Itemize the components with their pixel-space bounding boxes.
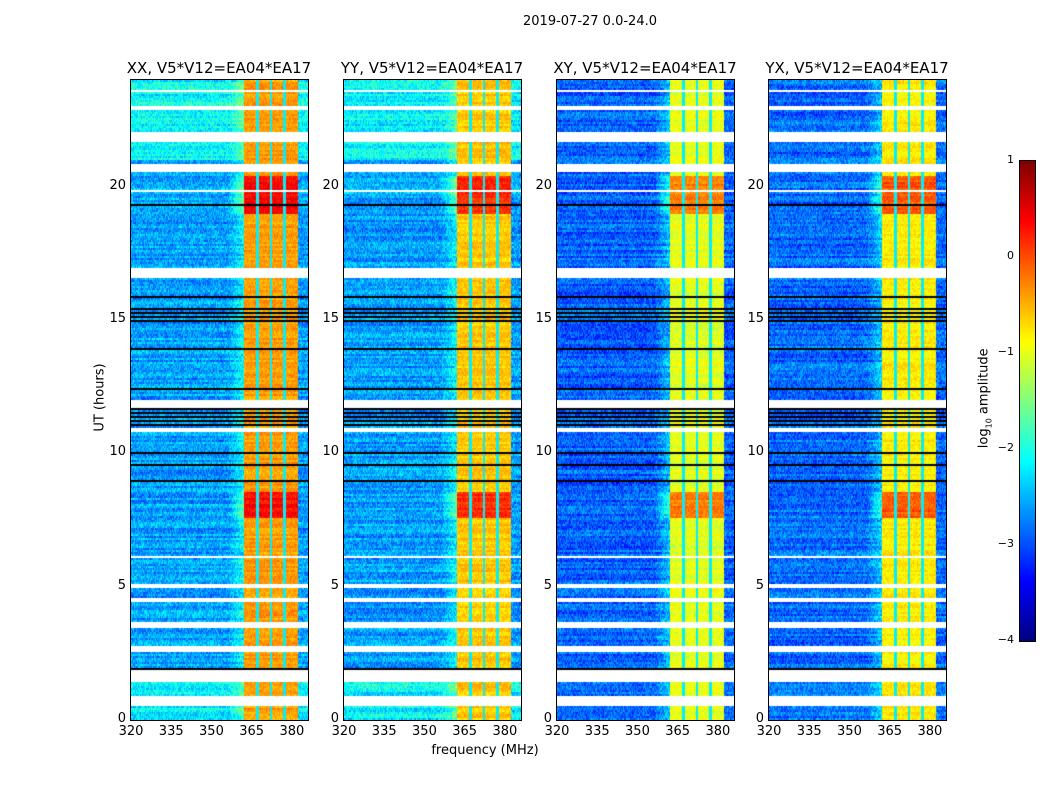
y-tick-label: 5 xyxy=(755,577,764,593)
heatmap-canvas xyxy=(557,80,734,720)
x-tick-label: 320 xyxy=(331,724,357,739)
y-tick-label: 20 xyxy=(747,177,764,193)
y-tick-label: 0 xyxy=(330,711,339,726)
y-tick-label: 5 xyxy=(543,577,552,593)
panel-title: XY, V5*V12=EA04*EA17 xyxy=(553,59,737,77)
x-tick-label: 380 xyxy=(279,724,305,739)
x-tick-label: 365 xyxy=(452,724,478,739)
x-tick-label: 335 xyxy=(371,724,397,739)
x-tick-label: 350 xyxy=(412,724,437,739)
y-tick-label: 20 xyxy=(109,177,126,193)
x-tick-label: 350 xyxy=(625,724,650,739)
x-tick-label: 335 xyxy=(158,724,184,739)
panel-title: YX, V5*V12=EA04*EA17 xyxy=(765,59,949,77)
colorbar-tick-label: −2 xyxy=(997,441,1014,454)
x-tick-label: 365 xyxy=(665,724,691,739)
waterfall-panel-1 xyxy=(130,79,309,721)
y-tick-label: 10 xyxy=(109,444,126,460)
colorbar-tick-label: 0 xyxy=(1007,249,1014,262)
colorbar-tick-label: −4 xyxy=(997,633,1014,646)
heatmap-canvas xyxy=(344,80,521,720)
x-tick-label: 365 xyxy=(877,724,903,739)
x-axis-label: frequency (MHz) xyxy=(431,743,539,758)
x-tick-label: 320 xyxy=(118,724,144,739)
x-tick-label: 380 xyxy=(917,724,943,739)
colorbar-label: log10 amplitude xyxy=(976,348,994,449)
y-tick-label: 5 xyxy=(330,577,339,593)
colorbar-tick-label: 1 xyxy=(1007,153,1014,166)
y-tick-label: 20 xyxy=(535,177,552,193)
x-tick-label: 380 xyxy=(492,724,518,739)
colorbar-tick-label: −1 xyxy=(997,345,1014,358)
waterfall-panel-2 xyxy=(343,79,522,721)
panel-title: YY, V5*V12=EA04*EA17 xyxy=(340,59,524,77)
x-tick-label: 335 xyxy=(584,724,610,739)
y-tick-label: 0 xyxy=(117,711,126,726)
y-tick-label: 15 xyxy=(747,311,764,326)
y-tick-label: 10 xyxy=(535,444,552,460)
y-tick-label: 10 xyxy=(747,444,764,460)
y-tick-label: 0 xyxy=(543,711,552,726)
y-tick-label: 20 xyxy=(322,177,339,193)
y-axis-label: UT (hours) xyxy=(92,363,108,432)
y-tick-label: 5 xyxy=(117,577,126,593)
colorbar xyxy=(1019,160,1036,642)
y-tick-label: 15 xyxy=(322,311,339,326)
waterfall-panel-4 xyxy=(768,79,947,721)
x-tick-label: 320 xyxy=(756,724,782,739)
panel-title: XX, V5*V12=EA04*EA17 xyxy=(126,59,312,77)
heatmap-canvas xyxy=(769,80,946,720)
y-tick-label: 0 xyxy=(755,711,764,726)
x-tick-label: 320 xyxy=(544,724,570,739)
heatmap-canvas xyxy=(131,80,308,720)
waterfall-panel-3 xyxy=(556,79,735,721)
x-tick-label: 365 xyxy=(239,724,265,739)
y-tick-label: 10 xyxy=(322,444,339,460)
y-tick-label: 15 xyxy=(535,311,552,326)
x-tick-label: 350 xyxy=(837,724,862,739)
x-tick-label: 335 xyxy=(796,724,822,739)
y-tick-label: 15 xyxy=(109,311,126,326)
x-tick-label: 380 xyxy=(705,724,731,739)
colorbar-tick-label: −3 xyxy=(997,537,1014,550)
x-tick-label: 350 xyxy=(199,724,224,739)
figure-title: 2019-07-27 0.0-24.0 xyxy=(523,14,657,29)
